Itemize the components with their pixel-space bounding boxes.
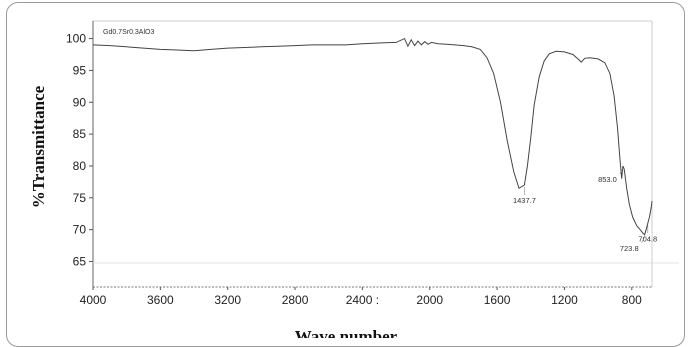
peak-leader	[641, 236, 645, 243]
axes	[92, 20, 679, 288]
chart-frame	[6, 2, 685, 347]
x-tick-label: 4000	[80, 293, 107, 307]
y-tick-label: 100	[66, 32, 86, 46]
y-tick-label: 75	[73, 191, 87, 205]
x-tick-label: 2000	[416, 293, 443, 307]
peak-leader	[619, 167, 624, 175]
x-tick-label: 2800	[282, 293, 309, 307]
y-tick-label: 85	[73, 127, 87, 141]
x-tick-label: 3600	[147, 293, 174, 307]
y-tick-label: 90	[73, 95, 87, 109]
y-tick-label: 70	[73, 223, 87, 237]
peak-label: 723.8	[620, 244, 639, 253]
x-tick-label: 2400 :	[346, 293, 379, 307]
series	[92, 37, 653, 236]
y-axis-label: %Transmittance	[29, 85, 48, 208]
peak-label: 853.0	[598, 175, 617, 184]
x-tick-label: 1200	[551, 293, 578, 307]
peak-label: 704.8	[638, 234, 657, 243]
y-tick-label: 65	[73, 255, 87, 269]
ticks: 65 70 75 80 85 90 95 100 4000 3600 3200 2800 2400 : 2…	[66, 32, 642, 307]
peak-label: 1437.7	[513, 196, 536, 205]
y-tick-label: 95	[73, 63, 87, 77]
y-tick-label: 80	[73, 159, 87, 173]
x-tick-label: 3200	[214, 293, 241, 307]
spectrum-line	[92, 37, 653, 236]
x-tick-label: 1600	[484, 293, 511, 307]
x-axis-label: Wave number	[295, 327, 398, 338]
x-tick-label: 800	[622, 293, 642, 307]
sample-label: Gd0.7Sr0.3AlO3	[103, 29, 154, 36]
chart: 65 70 75 80 85 90 95 100 4000 3600 3200 2800 2400 : 2…	[29, 20, 679, 338]
